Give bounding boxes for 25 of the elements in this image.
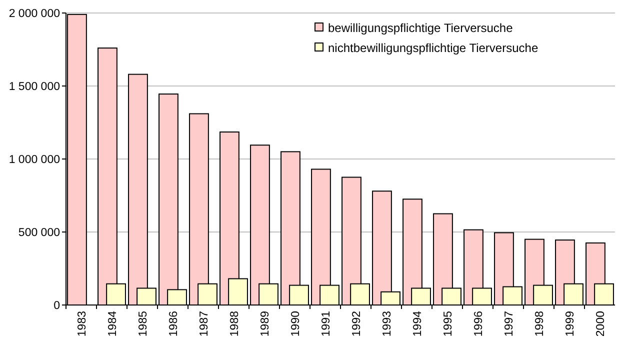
x-tick-label: 1987 [198, 311, 210, 337]
x-tick-label: 1984 [106, 310, 119, 337]
y-tick-label: 500 000 [18, 227, 60, 240]
y-tick-label: 1 000 000 [8, 154, 60, 166]
x-tick-label: 1985 [137, 311, 150, 337]
x-tick-label: 1988 [228, 311, 241, 337]
x-tick-label: 1996 [472, 311, 485, 337]
x-tick-label: 1990 [290, 311, 302, 337]
x-tick-label: 1994 [412, 310, 424, 337]
x-tick-label: 1986 [168, 311, 180, 337]
x-tick-label: 1999 [564, 311, 576, 337]
x-tick-label: 1998 [534, 311, 546, 337]
legend-label: nichtbewilligungspflichtige Tierversuche [328, 41, 538, 56]
y-tick-label: 1 500 000 [8, 81, 60, 94]
x-tick-label: 1993 [381, 311, 394, 337]
x-tick-label: 1997 [503, 311, 516, 337]
y-tick-label: 0 [54, 300, 60, 312]
x-tick-label: 1983 [76, 311, 88, 337]
x-tick-label: 1992 [350, 311, 363, 337]
x-tick-label: 1991 [320, 311, 332, 337]
x-tick-label: 1989 [259, 311, 272, 337]
x-tick-label: 1995 [442, 311, 454, 337]
legend-label: bewilligungspflichtige Tierversuche [328, 21, 514, 36]
y-tick-label: 2 000 000 [8, 8, 60, 20]
x-tick-label: 2000 [594, 311, 607, 337]
